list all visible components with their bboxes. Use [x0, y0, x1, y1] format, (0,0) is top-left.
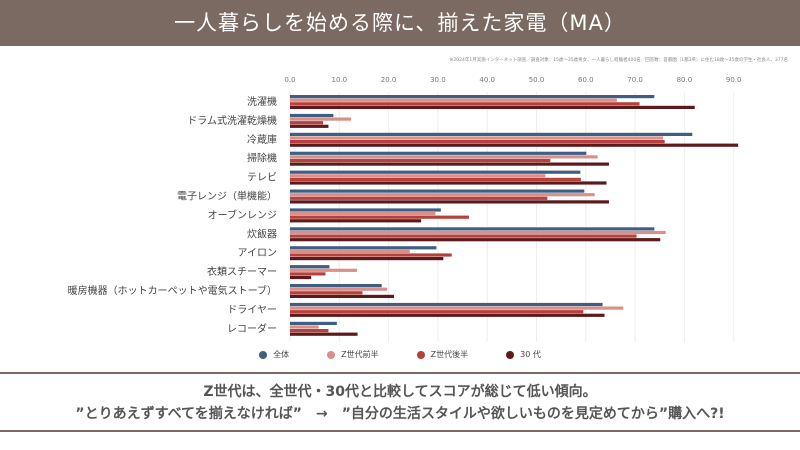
legend: 全体 Z世代前半 Z世代後半 30 代: [0, 349, 800, 360]
category-label: ドライヤー: [227, 304, 277, 316]
bar-3: [290, 332, 358, 336]
bar-3: [290, 162, 609, 166]
bar-0: [290, 246, 437, 250]
x-tick-label: 60.0: [578, 76, 594, 84]
legend-dot-icon: [259, 350, 268, 359]
category-label: 掃除機: [247, 152, 277, 165]
category-label: 電子レンジ（単機能）: [177, 190, 277, 203]
legend-item: 全体: [259, 349, 289, 360]
category-label: オーブンレンジ: [208, 208, 277, 221]
bar-3: [290, 294, 395, 298]
bar-3: [290, 200, 609, 204]
bar-2: [290, 140, 665, 144]
category-label: 暖房機器（ホットカーペットや電気ストーブ）: [68, 284, 277, 297]
bar-3: [290, 257, 444, 261]
bar-0: [290, 95, 655, 99]
bar-1: [290, 325, 319, 329]
bar-3: [290, 143, 739, 147]
bar-3: [290, 275, 312, 280]
category-label: 衣類スチーマー: [207, 265, 277, 278]
legend-dot-icon: [416, 350, 425, 359]
bar-chart: 0.0 10.0 20.0 30.0 40.0 50.0 60.0 70.0 80.0 90.0 洗…: [68, 76, 742, 342]
bar-2: [290, 272, 326, 276]
bar-3: [290, 181, 607, 185]
bar-0: [290, 302, 603, 307]
bar-2: [290, 234, 637, 238]
legend-item: Z世代後半: [416, 349, 469, 360]
legend-item: Z世代前半: [327, 349, 379, 360]
category-label: 炊飯器: [247, 227, 277, 240]
bar-2: [290, 102, 640, 106]
survey-note: ※2024年1月実施インターネット調査／調査対象：15歳〜35歳男女、一人暮らし…: [449, 58, 788, 63]
bar-1: [290, 230, 666, 235]
bar-2: [290, 196, 548, 200]
bar-3: [290, 238, 661, 242]
bar-0: [290, 170, 581, 174]
bar-0: [290, 151, 587, 155]
bar-1: [290, 249, 410, 253]
bar-2: [290, 158, 551, 163]
bar-1: [290, 268, 358, 272]
category-label: 冷蔵庫: [247, 133, 277, 146]
legend-label: 全体: [273, 350, 290, 359]
x-tick-label: 90.0: [726, 76, 742, 84]
legend-dot-icon: [327, 350, 336, 359]
bar-0: [290, 321, 337, 325]
bar-0: [290, 227, 655, 231]
bar-1: [290, 193, 595, 197]
x-tick-label: 0.0: [284, 76, 295, 84]
legend-label: Z世代前半: [341, 350, 379, 359]
x-tick-label: 70.0: [627, 76, 643, 84]
conclusion-line-1: Z世代は、全世代・30代と比較してスコアが総じて低い傾向。: [203, 384, 597, 400]
bar-0: [290, 189, 585, 193]
category-label: レコーダー: [227, 322, 277, 335]
x-tick-label: 20.0: [381, 76, 397, 84]
category-label: 洗濯機: [247, 95, 277, 108]
category-label: アイロン: [238, 248, 278, 259]
x-tick-label: 30.0: [430, 76, 446, 84]
bar-1: [290, 212, 436, 216]
bar-3: [290, 124, 329, 128]
bar-3: [290, 105, 695, 109]
bar-0: [290, 265, 330, 269]
bar-2: [290, 177, 581, 181]
bar-1: [290, 155, 598, 159]
category-label: ドラム式洗濯乾燥機: [187, 114, 277, 127]
bar-0: [290, 132, 693, 136]
bar-2: [290, 253, 452, 257]
legend-dot-icon: [506, 350, 515, 359]
bar-1: [290, 136, 664, 140]
bar-0: [290, 208, 441, 212]
bar-3: [290, 219, 422, 223]
bar-1: [290, 98, 617, 102]
conclusion-line-2: ”とりあえずすべてを揃えなければ” → ”自分の生活スタイルや欲しいものを見定め…: [75, 406, 725, 422]
conclusion-box: Z世代は、全世代・30代と比較してスコアが総じて低い傾向。 ”とりあえずすべてを…: [0, 372, 800, 432]
x-tick-label: 80.0: [677, 76, 693, 84]
bar-2: [290, 215, 469, 219]
category-label: テレビ: [247, 172, 277, 184]
legend-label: 30 代: [520, 350, 541, 359]
bar-0: [290, 113, 334, 118]
bar-2: [290, 329, 329, 333]
bar-2: [290, 291, 363, 295]
x-tick-label: 10.0: [332, 76, 348, 84]
bar-3: [290, 313, 605, 317]
bar-0: [290, 284, 382, 288]
page-title: 一人暮らしを始める際に、揃えた家電（MA）: [0, 0, 800, 46]
x-tick-label: 40.0: [479, 76, 495, 84]
bar-1: [290, 287, 388, 291]
legend-label: Z世代後半: [430, 350, 469, 359]
bar-1: [290, 174, 546, 178]
legend-item: 30 代: [506, 349, 541, 360]
bar-1: [290, 117, 352, 121]
x-tick-label: 50.0: [529, 76, 545, 84]
bar-1: [290, 306, 624, 310]
bar-2: [290, 310, 584, 314]
bar-2: [290, 121, 324, 125]
